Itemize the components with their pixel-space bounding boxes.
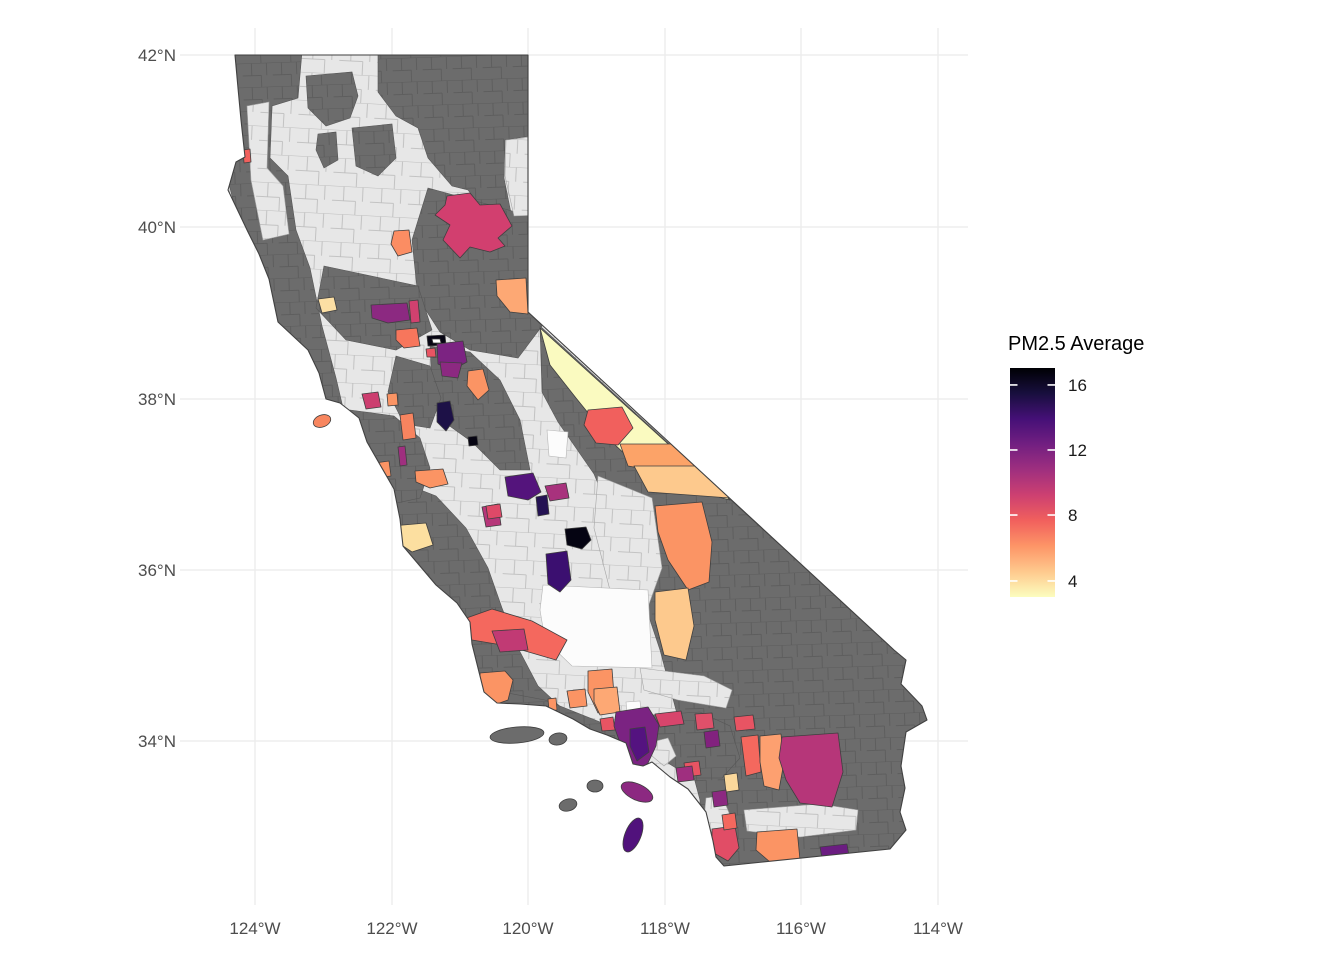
pm25-value-patch [491,628,529,653]
island-patch [586,779,604,793]
pm25-value-patch [629,726,650,762]
pm25-value-patch [545,550,572,593]
island-patch [558,798,578,812]
pm25-value-patch [654,501,713,591]
x-tick-label: 120°W [502,919,553,938]
state-border [227,54,928,867]
pm25-value-patch [599,716,616,732]
pm25-value-patch [399,412,417,441]
pm25-value-patch [408,299,421,324]
island-patch [620,781,654,803]
pm25-value-patch [721,812,738,831]
pm25-value-patch [694,712,715,731]
pm25-value-patch [703,729,721,749]
no-data-dark-region [387,355,442,429]
legend-pm25: PM2.5 Average 16 12 8 4 [1008,333,1144,597]
pm25-value-patch [439,361,463,379]
x-tick-label: 114°W [913,919,963,938]
island-patch [622,817,644,853]
legend-tick-dash [1010,514,1018,516]
pm25-value-patch [466,368,490,401]
legend-tick-label: 12 [1068,441,1087,460]
no-data-dark-region [315,131,339,169]
legend-tick-dash [1047,514,1055,516]
legend-tick-dash [1047,580,1055,582]
pm25-value-patch [436,400,455,432]
no-data-dark-region [351,123,397,177]
pm25-value-patch [759,733,785,791]
state-layers [228,55,927,866]
pm25-value-patch [564,526,592,550]
pm25-value-patch [467,435,479,447]
legend-tick-dash [1010,449,1018,451]
pm25-value-patch [425,347,437,358]
no-data-white-region [546,429,569,459]
pm25-value-patch [361,391,382,410]
y-axis-labels: 42°N 40°N 38°N 36°N 34°N [138,46,176,751]
island-patch [489,726,545,744]
pm25-value-patch [370,302,411,324]
y-tick-label: 36°N [138,561,176,580]
legend-tick-dash [1010,580,1018,582]
x-tick-label: 118°W [640,919,690,938]
x-axis-labels: 124°W 122°W 120°W 118°W 116°W 114°W [229,919,963,938]
pm25-value-patch [395,327,421,349]
legend-tick-dash [1010,384,1018,386]
pm25-value-patch [778,732,844,808]
pm25-value-patch [535,494,550,517]
legend-title: PM2.5 Average [1008,333,1144,355]
x-tick-label: 124°W [229,919,280,938]
x-tick-label: 116°W [776,919,826,938]
y-tick-label: 34°N [138,732,176,751]
legend-colorbar [1010,368,1055,597]
pm25-value-patch [317,296,338,314]
pm25-value-patch [485,503,503,520]
pm25-value-patch [733,714,756,732]
legend-tick-label: 4 [1068,572,1077,591]
pm25-value-patch [479,670,514,706]
legend-tick-label: 8 [1068,506,1077,525]
pm25-value-patch [593,686,621,716]
pm25-value-patch [504,472,542,501]
y-tick-label: 40°N [138,218,176,237]
no-data-white-region [539,584,653,669]
pm25-value-patch [386,392,399,407]
pm25-value-patch [711,789,729,808]
legend-tick-dash [1047,449,1055,451]
no-data-light-region [246,101,290,241]
island-patch [548,732,568,746]
pm25-value-patch [740,734,762,777]
pm25-value-patch [495,277,529,315]
no-data-light-region [639,667,733,709]
y-tick-label: 42°N [138,46,176,65]
x-tick-label: 122°W [366,919,417,938]
pm25-value-patch [431,338,442,344]
pm25-value-patch [654,587,695,661]
pm25-value-patch [675,765,695,783]
legend-tick-label: 16 [1068,376,1087,395]
pm25-value-patch [654,710,685,728]
pm25-value-patch [397,445,408,467]
pm25-value-patch [566,688,588,709]
island-patch [312,414,332,428]
pm25-value-patch [414,468,449,489]
california-map [227,54,928,867]
pm25-value-patch [723,772,740,793]
pm25-value-patch [390,229,413,257]
pm25-value-patch [434,192,513,259]
pm25-value-patch [583,406,634,446]
legend-tick-dash [1047,384,1055,386]
no-data-dark-region [305,71,359,127]
pm25-value-patch [544,482,570,502]
y-tick-label: 38°N [138,390,176,409]
